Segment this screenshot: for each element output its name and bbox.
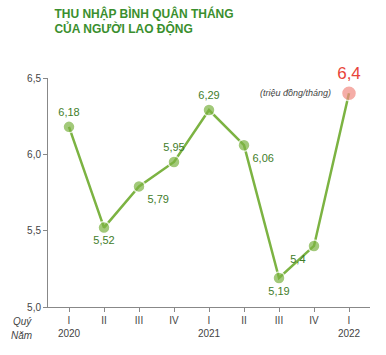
svg-text:5,79: 5,79: [148, 193, 169, 205]
svg-text:IV: IV: [169, 315, 179, 339]
svg-text:I2021: I2021: [198, 315, 221, 339]
svg-text:II: II: [241, 315, 247, 339]
svg-text:III: III: [275, 315, 283, 339]
svg-text:I2020: I2020: [58, 315, 81, 339]
svg-text:5,4: 5,4: [290, 253, 305, 265]
svg-text:I2022: I2022: [338, 315, 361, 339]
svg-text:5,52: 5,52: [93, 234, 114, 246]
svg-text:5,5: 5,5: [27, 225, 41, 236]
svg-text:5,19: 5,19: [268, 285, 289, 297]
svg-text:II: II: [101, 315, 107, 339]
svg-text:Quý: Quý: [13, 316, 32, 327]
svg-text:IV: IV: [309, 315, 319, 339]
svg-text:6,18: 6,18: [58, 106, 79, 118]
svg-text:6,5: 6,5: [27, 73, 41, 84]
svg-text:Năm: Năm: [11, 330, 32, 341]
svg-text:6,0: 6,0: [27, 149, 41, 160]
svg-text:6,29: 6,29: [198, 89, 219, 101]
svg-text:(triệu đồng/tháng): (triệu đồng/tháng): [260, 88, 331, 98]
svg-text:6,4: 6,4: [337, 64, 361, 83]
svg-text:5,95: 5,95: [163, 141, 184, 153]
svg-text:THU NHẬP BÌNH QUÂN THÁNGCỦA NG: THU NHẬP BÌNH QUÂN THÁNGCỦA NGƯỜI LAO ĐỘ…: [54, 6, 233, 37]
svg-text:5,0: 5,0: [27, 302, 41, 313]
svg-text:III: III: [135, 315, 143, 339]
svg-text:6,06: 6,06: [253, 152, 274, 164]
